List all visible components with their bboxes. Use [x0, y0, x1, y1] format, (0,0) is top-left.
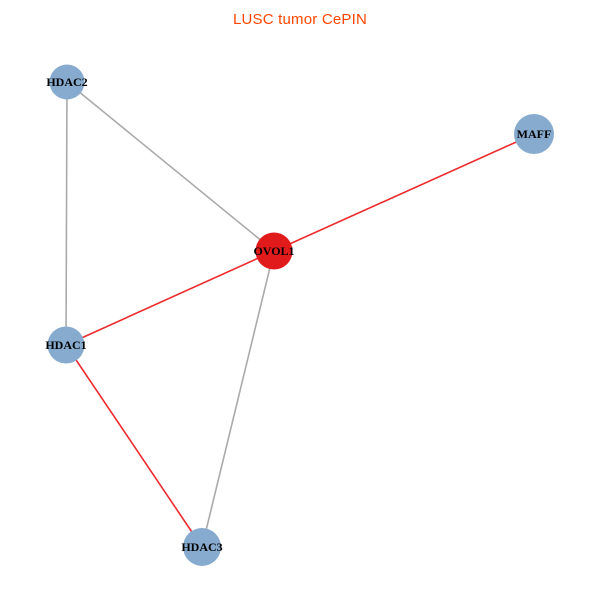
node-label-hdac1: HDAC1 — [45, 338, 86, 352]
node-hdac3 — [183, 528, 221, 566]
labels-layer: HDAC2 MAFF OVOL1 HDAC1 HDAC3 — [45, 75, 551, 554]
edge-hdac1-hdac3 — [65, 344, 203, 548]
plot-title: LUSC tumor CePIN — [232, 11, 368, 28]
node-label-ovol1: OVOL1 — [253, 244, 294, 258]
edges-layer — [65, 81, 535, 548]
node-label-maff: MAFF — [517, 127, 552, 141]
edge-ovol1-maff — [273, 133, 535, 252]
node-label-hdac3: HDAC3 — [181, 540, 222, 554]
node-hdac1 — [47, 326, 85, 364]
node-hdac2 — [49, 64, 85, 100]
edge-ovol1-hdac1 — [65, 250, 275, 346]
nodes-layer — [47, 64, 554, 566]
node-ovol1 — [255, 232, 293, 270]
edge-hdac2-hdac1 — [65, 81, 68, 346]
node-maff — [514, 114, 554, 154]
edge-ovol1-hdac3 — [201, 250, 275, 548]
edge-hdac2-ovol1 — [66, 81, 275, 252]
node-label-hdac2: HDAC2 — [46, 75, 87, 89]
